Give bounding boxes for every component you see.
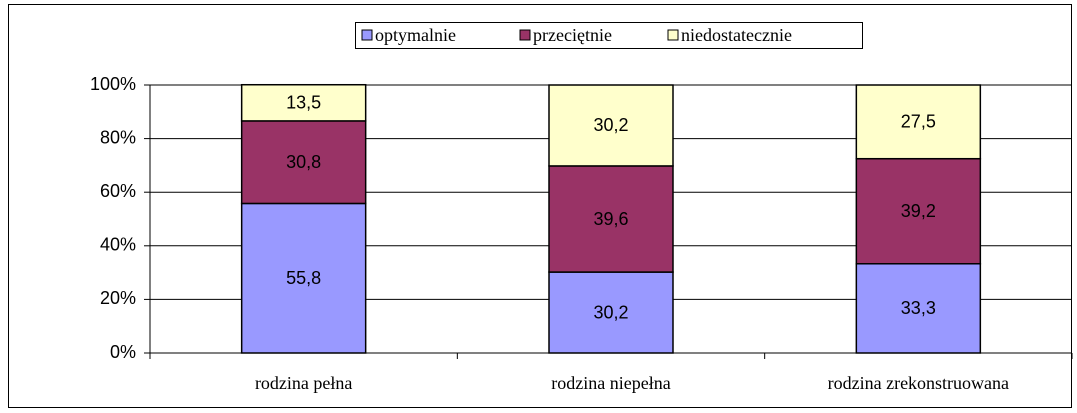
y-tick-label: 80% bbox=[100, 127, 136, 147]
bar-segment bbox=[240, 202, 367, 354]
data-label: 55,8 bbox=[286, 268, 321, 288]
legend-swatch bbox=[667, 29, 679, 41]
legend-swatch bbox=[361, 29, 373, 41]
legend-label: niedostatecznie bbox=[681, 25, 792, 45]
bar-segment bbox=[240, 120, 367, 205]
bar-segment bbox=[855, 263, 982, 354]
y-tick-label: 0% bbox=[110, 342, 136, 362]
data-label: 30,8 bbox=[286, 152, 321, 172]
data-label: 13,5 bbox=[286, 93, 321, 113]
bar-segment bbox=[548, 271, 674, 354]
data-label: 39,6 bbox=[593, 209, 628, 229]
legend-swatch bbox=[519, 29, 531, 41]
x-tick-label: rodzina niepełna bbox=[551, 373, 670, 393]
data-label: 30,2 bbox=[593, 302, 628, 322]
y-tick-label: 100% bbox=[90, 74, 136, 94]
legend-box bbox=[355, 22, 863, 49]
data-label: 30,2 bbox=[593, 115, 628, 135]
bar-segment bbox=[855, 157, 982, 265]
bar-segment bbox=[855, 84, 982, 160]
data-label: 27,5 bbox=[901, 112, 936, 132]
y-tick-label: 20% bbox=[100, 288, 136, 308]
bar-segment bbox=[240, 83, 367, 122]
bar-segment bbox=[548, 165, 674, 273]
data-label: 33,3 bbox=[901, 298, 936, 318]
legend-label: optymalnie bbox=[375, 25, 456, 45]
y-tick-label: 40% bbox=[100, 235, 136, 255]
x-tick-label: rodzina pełna bbox=[255, 373, 352, 393]
legend-label: przeciętnie bbox=[533, 25, 612, 45]
y-tick-label: 60% bbox=[100, 181, 136, 201]
bar-segment bbox=[548, 84, 674, 167]
data-label: 39,2 bbox=[901, 201, 936, 221]
x-tick-label: rodzina zrekonstruowana bbox=[828, 373, 1009, 393]
